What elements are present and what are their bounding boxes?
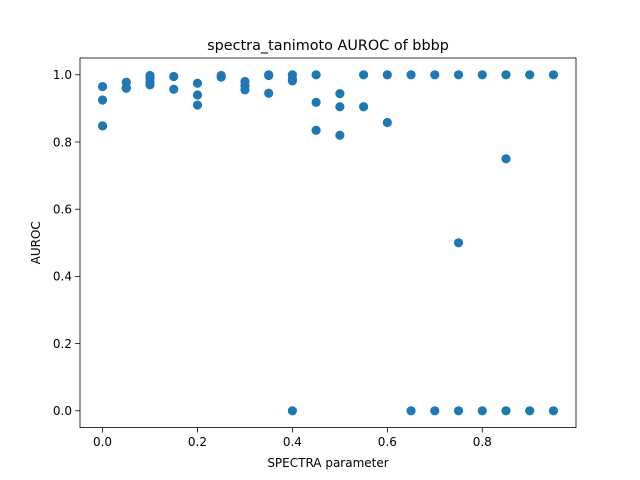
data-point (335, 130, 345, 140)
data-point (311, 97, 321, 107)
data-point (501, 70, 511, 80)
data-point (525, 70, 535, 80)
x-tick-label: 0.2 (188, 435, 207, 449)
data-point (359, 70, 369, 80)
plot-frame (79, 57, 577, 429)
y-tick-label: 0.4 (53, 270, 72, 284)
data-point (406, 406, 416, 416)
data-point (430, 406, 440, 416)
y-tick-label: 0.0 (53, 404, 72, 418)
data-point (548, 70, 559, 80)
x-axis-label: SPECTRA parameter (267, 456, 388, 470)
data-point (240, 85, 250, 95)
data-points (97, 70, 559, 416)
data-point (335, 102, 345, 112)
x-axis-ticks: 0.0 0.2 0.4 0.6 0.8 (93, 427, 492, 449)
y-axis-ticks: 0.0 0.2 0.4 0.6 0.8 1.0 (53, 68, 80, 418)
chart-title: spectra_tanimoto AUROC of bbbp (207, 38, 449, 54)
data-point (406, 70, 416, 80)
data-point (453, 406, 464, 416)
data-point (169, 71, 179, 82)
data-point (192, 78, 203, 88)
y-tick-label: 0.6 (53, 203, 72, 217)
data-point (453, 70, 464, 80)
x-tick-label: 0.6 (378, 435, 397, 449)
data-point (430, 70, 440, 80)
data-point (477, 406, 487, 416)
data-point (287, 406, 297, 416)
data-point (548, 406, 559, 416)
data-point (169, 84, 179, 94)
data-point (264, 70, 274, 81)
data-point (501, 154, 511, 164)
data-point (311, 70, 321, 80)
data-point (121, 83, 131, 93)
x-tick-label: 0.0 (93, 435, 112, 449)
data-point (477, 70, 487, 80)
data-point (97, 95, 108, 105)
data-point (382, 117, 392, 128)
data-point (192, 100, 203, 110)
y-tick-label: 0.2 (53, 337, 72, 351)
data-point (97, 121, 108, 131)
data-point (145, 80, 155, 90)
data-point (453, 238, 464, 248)
data-point (382, 70, 392, 80)
data-point (97, 81, 108, 92)
data-point (335, 89, 345, 99)
data-point (311, 125, 321, 135)
data-point (501, 406, 511, 416)
y-axis-label: AUROC (29, 221, 43, 264)
y-tick-label: 0.8 (53, 135, 72, 149)
data-point (264, 88, 274, 98)
data-point (525, 406, 535, 416)
x-tick-label: 0.4 (283, 435, 302, 449)
data-point (192, 90, 203, 100)
data-point (287, 76, 297, 86)
data-point (359, 102, 369, 112)
y-tick-label: 1.0 (53, 68, 72, 82)
data-point (216, 72, 226, 82)
x-tick-label: 0.8 (473, 435, 492, 449)
